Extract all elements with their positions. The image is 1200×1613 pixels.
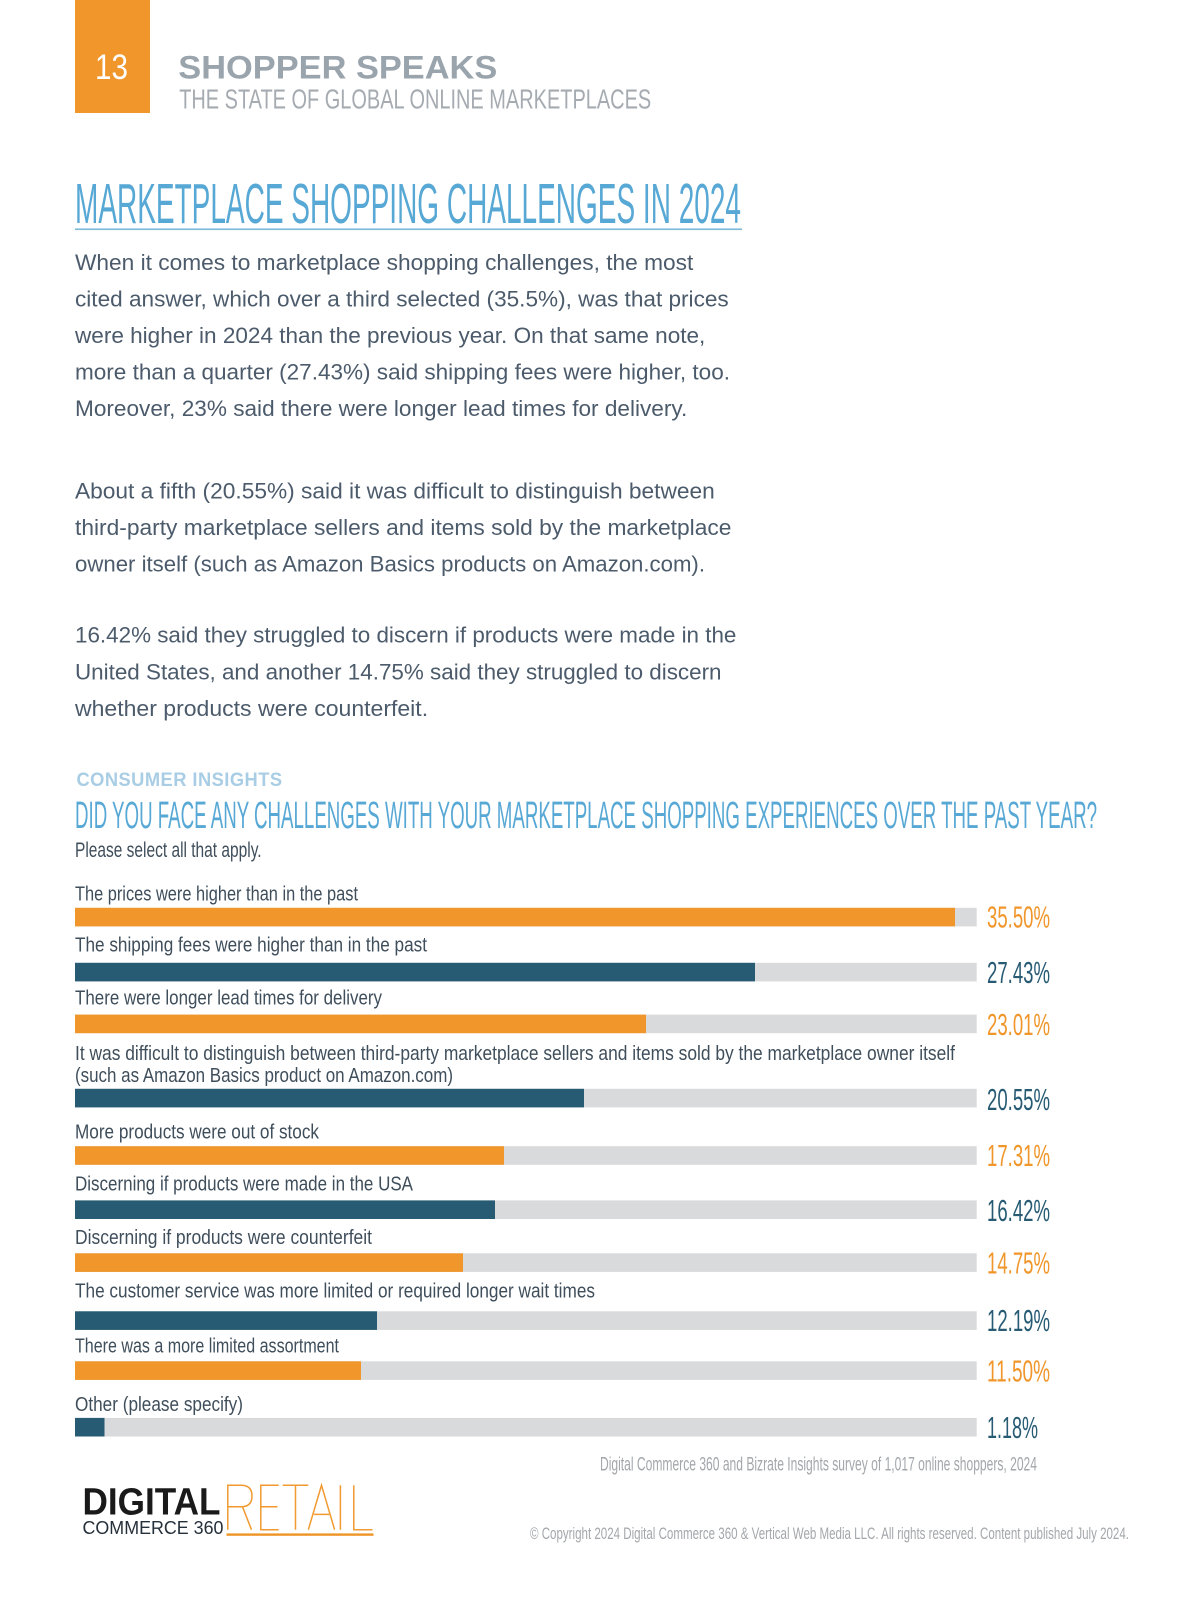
- svg-text:DIGITAL: DIGITAL: [83, 1481, 221, 1524]
- svg-text:16.42% said they struggled to: 16.42% said they struggled to discern if…: [75, 623, 736, 648]
- svg-text:COMMERCE 360: COMMERCE 360: [83, 1518, 224, 1538]
- svg-text:12.19%: 12.19%: [987, 1303, 1050, 1338]
- svg-text:There was a more limited assor: There was a more limited assortment: [75, 1336, 339, 1358]
- svg-text:United States, and another 14.: United States, and another 14.75% said t…: [75, 659, 722, 684]
- svg-text:13: 13: [95, 48, 128, 87]
- svg-text:Discerning if products were co: Discerning if products were counterfeit: [75, 1227, 372, 1249]
- svg-text:were higher in 2024 than the p: were higher in 2024 than the previous ye…: [74, 323, 705, 348]
- svg-text:The shipping fees were higher: The shipping fees were higher than in th…: [75, 934, 427, 956]
- svg-text:About a fifth (20.55%) said it: About a fifth (20.55%) said it was diffi…: [75, 478, 715, 503]
- svg-text:owner itself (such as Amazon B: owner itself (such as Amazon Basics prod…: [75, 552, 705, 577]
- svg-text:THE STATE OF GLOBAL ONLINE MAR: THE STATE OF GLOBAL ONLINE MARKETPLACES: [179, 83, 651, 114]
- svg-text:27.43%: 27.43%: [987, 955, 1050, 990]
- svg-text:more than a quarter (27.43%) s: more than a quarter (27.43%) said shippi…: [75, 360, 730, 385]
- svg-text:Moreover, 23% said there were: Moreover, 23% said there were longer lea…: [75, 396, 687, 421]
- svg-text:The customer service was more: The customer service was more limited or…: [75, 1280, 595, 1302]
- svg-text:There were longer lead times f: There were longer lead times for deliver…: [75, 987, 383, 1009]
- svg-text:SHOPPER SPEAKS: SHOPPER SPEAKS: [178, 49, 497, 85]
- svg-text:35.50%: 35.50%: [987, 900, 1050, 935]
- svg-text:16.42%: 16.42%: [987, 1193, 1050, 1228]
- svg-text:23.01%: 23.01%: [987, 1007, 1050, 1042]
- svg-text:11.50%: 11.50%: [987, 1353, 1050, 1388]
- svg-text:17.31%: 17.31%: [987, 1138, 1050, 1173]
- svg-text:(such as Amazon Basics product: (such as Amazon Basics product on Amazon…: [75, 1065, 453, 1087]
- svg-text:14.75%: 14.75%: [987, 1246, 1050, 1281]
- svg-text:The prices were higher than in: The prices were higher than in the past: [75, 883, 358, 905]
- svg-text:20.55%: 20.55%: [987, 1082, 1050, 1117]
- svg-text:More products were out of stoc: More products were out of stock: [75, 1122, 320, 1144]
- svg-text:whether products were counterf: whether products were counterfeit.: [74, 696, 428, 721]
- svg-text:DID YOU FACE ANY CHALLENGES WI: DID YOU FACE ANY CHALLENGES WITH YOUR MA…: [75, 795, 1097, 837]
- svg-text:When it comes to marketplace s: When it comes to marketplace shopping ch…: [75, 250, 694, 275]
- svg-text:It was difficult to distinguis: It was difficult to distinguish between …: [75, 1043, 955, 1065]
- svg-text:Discerning if products were ma: Discerning if products were made in the …: [75, 1174, 413, 1196]
- svg-text:Digital Commerce 360 and Bizra: Digital Commerce 360 and Bizrate Insight…: [600, 1454, 1037, 1475]
- svg-text:third-party marketplace seller: third-party marketplace sellers and item…: [75, 515, 731, 540]
- svg-text:cited answer, which over a thi: cited answer, which over a third selecte…: [75, 286, 729, 311]
- svg-text:1.18%: 1.18%: [987, 1410, 1038, 1445]
- svg-text:© Copyright 2024 Digital Comme: © Copyright 2024 Digital Commerce 360 & …: [530, 1524, 1129, 1543]
- svg-text:Please select all that apply.: Please select all that apply.: [75, 838, 262, 862]
- svg-text:MARKETPLACE SHOPPING CHALLENGE: MARKETPLACE SHOPPING CHALLENGES IN 2024: [75, 172, 741, 236]
- svg-text:CONSUMER INSIGHTS: CONSUMER INSIGHTS: [77, 769, 283, 791]
- svg-text:Other (please specify): Other (please specify): [75, 1394, 243, 1416]
